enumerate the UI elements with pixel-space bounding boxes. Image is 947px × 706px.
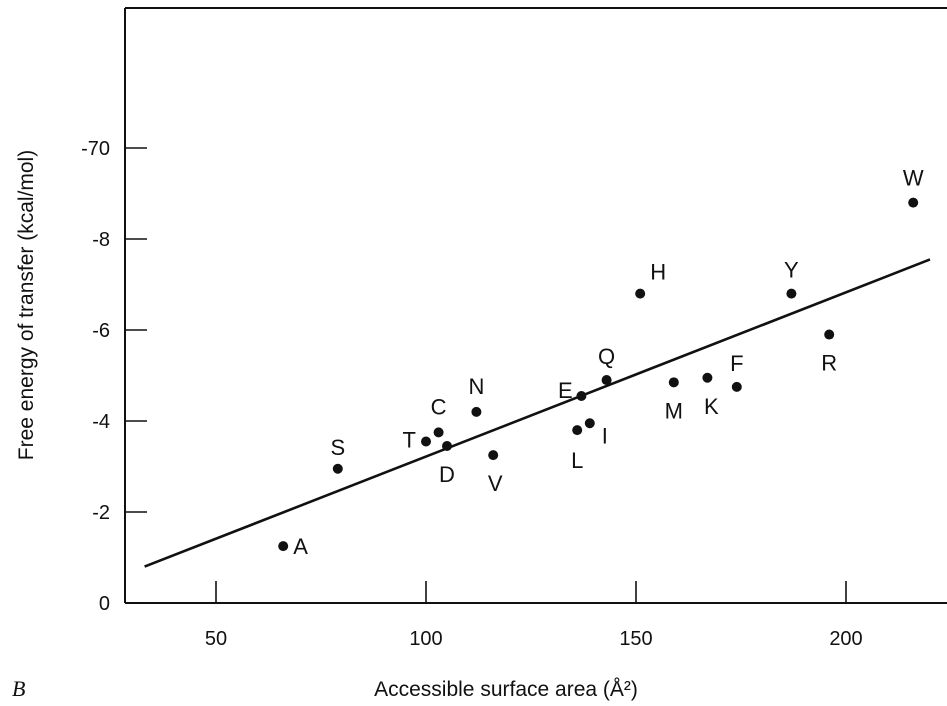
point-label: S bbox=[330, 435, 345, 460]
point-label: V bbox=[488, 471, 503, 496]
data-point bbox=[442, 441, 452, 452]
point-label: M bbox=[665, 398, 683, 423]
point-label: H bbox=[650, 260, 666, 285]
y-tick-label: -8 bbox=[92, 229, 110, 251]
point-label: C bbox=[431, 394, 447, 419]
data-point bbox=[635, 288, 646, 299]
x-tick-label: 150 bbox=[619, 628, 652, 650]
y-tick-label: 0 bbox=[99, 593, 110, 615]
x-axis-ticks: 50 100 150 200 bbox=[205, 581, 863, 650]
point-label: T bbox=[403, 427, 416, 452]
point-label: A bbox=[293, 534, 308, 559]
data-points: A S TC D N V LI EQ H M KF Y R W bbox=[278, 166, 924, 559]
data-point bbox=[421, 436, 431, 447]
point-label: Q bbox=[598, 344, 615, 369]
data-point bbox=[471, 406, 482, 417]
data-point bbox=[433, 427, 444, 438]
point-label: I bbox=[602, 423, 608, 448]
x-tick-label: 100 bbox=[409, 628, 442, 650]
y-axis-ticks: 0 -2 -4 -6 -8 -70 bbox=[81, 138, 147, 615]
data-point bbox=[908, 197, 919, 208]
fit-line-group bbox=[144, 258, 931, 568]
x-tick-label: 50 bbox=[205, 628, 227, 650]
y-tick-label: -4 bbox=[92, 411, 110, 433]
data-point bbox=[601, 375, 612, 386]
point-label: N bbox=[468, 374, 484, 399]
data-point bbox=[278, 541, 289, 552]
data-point bbox=[668, 377, 679, 388]
data-point bbox=[332, 463, 343, 474]
point-label: W bbox=[903, 166, 924, 191]
data-point bbox=[572, 425, 583, 436]
point-label: E bbox=[558, 378, 573, 403]
y-tick-label: -70 bbox=[81, 138, 110, 160]
point-label: Y bbox=[784, 258, 799, 283]
y-tick-label: -2 bbox=[92, 502, 110, 524]
point-label: D bbox=[439, 462, 455, 487]
panel-label: B bbox=[12, 676, 25, 701]
point-label: R bbox=[821, 351, 837, 376]
data-point bbox=[731, 381, 742, 392]
plot-frame bbox=[124, 7, 947, 604]
point-label: L bbox=[571, 448, 583, 473]
data-point bbox=[702, 372, 713, 383]
data-point bbox=[824, 329, 835, 340]
x-axis-title: Accessible surface area (Å²) bbox=[374, 678, 638, 701]
fit-line bbox=[144, 258, 931, 568]
data-point bbox=[488, 450, 499, 461]
data-point bbox=[786, 288, 797, 299]
y-axis-title: Free energy of transfer (kcal/mol) bbox=[15, 150, 38, 460]
data-point bbox=[584, 418, 595, 429]
point-label: K bbox=[704, 394, 719, 419]
point-label: F bbox=[730, 351, 743, 376]
x-tick-label: 200 bbox=[829, 628, 862, 650]
data-point bbox=[576, 390, 587, 401]
y-tick-label: -6 bbox=[92, 320, 110, 342]
